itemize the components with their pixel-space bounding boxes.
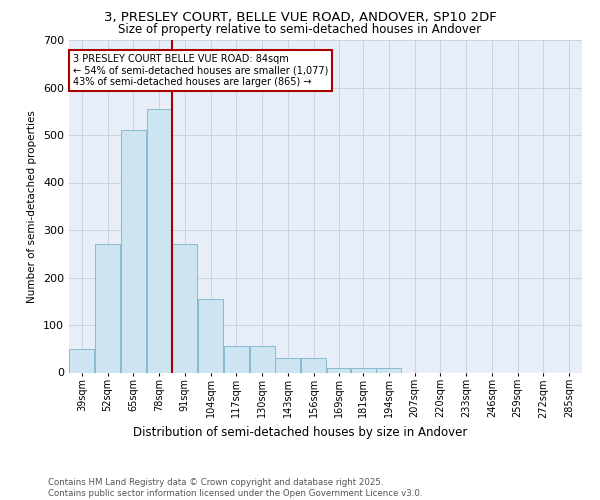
Bar bbox=[350, 368, 376, 372]
Bar bbox=[69, 349, 94, 372]
Bar bbox=[327, 368, 350, 372]
Bar bbox=[95, 244, 120, 372]
Bar bbox=[172, 244, 197, 372]
Text: 3 PRESLEY COURT BELLE VUE ROAD: 84sqm
← 54% of semi-detached houses are smaller : 3 PRESLEY COURT BELLE VUE ROAD: 84sqm ← … bbox=[73, 54, 328, 88]
Text: 3, PRESLEY COURT, BELLE VUE ROAD, ANDOVER, SP10 2DF: 3, PRESLEY COURT, BELLE VUE ROAD, ANDOVE… bbox=[104, 11, 496, 24]
Bar bbox=[250, 346, 275, 372]
Bar bbox=[224, 346, 249, 372]
Bar bbox=[146, 109, 172, 372]
Bar bbox=[121, 130, 146, 372]
Bar bbox=[301, 358, 326, 372]
Y-axis label: Number of semi-detached properties: Number of semi-detached properties bbox=[28, 110, 37, 302]
Bar bbox=[376, 368, 401, 372]
Bar bbox=[275, 358, 301, 372]
Text: Distribution of semi-detached houses by size in Andover: Distribution of semi-detached houses by … bbox=[133, 426, 467, 439]
Text: Size of property relative to semi-detached houses in Andover: Size of property relative to semi-detach… bbox=[118, 22, 482, 36]
Bar bbox=[198, 299, 223, 372]
Text: Contains HM Land Registry data © Crown copyright and database right 2025.
Contai: Contains HM Land Registry data © Crown c… bbox=[48, 478, 422, 498]
